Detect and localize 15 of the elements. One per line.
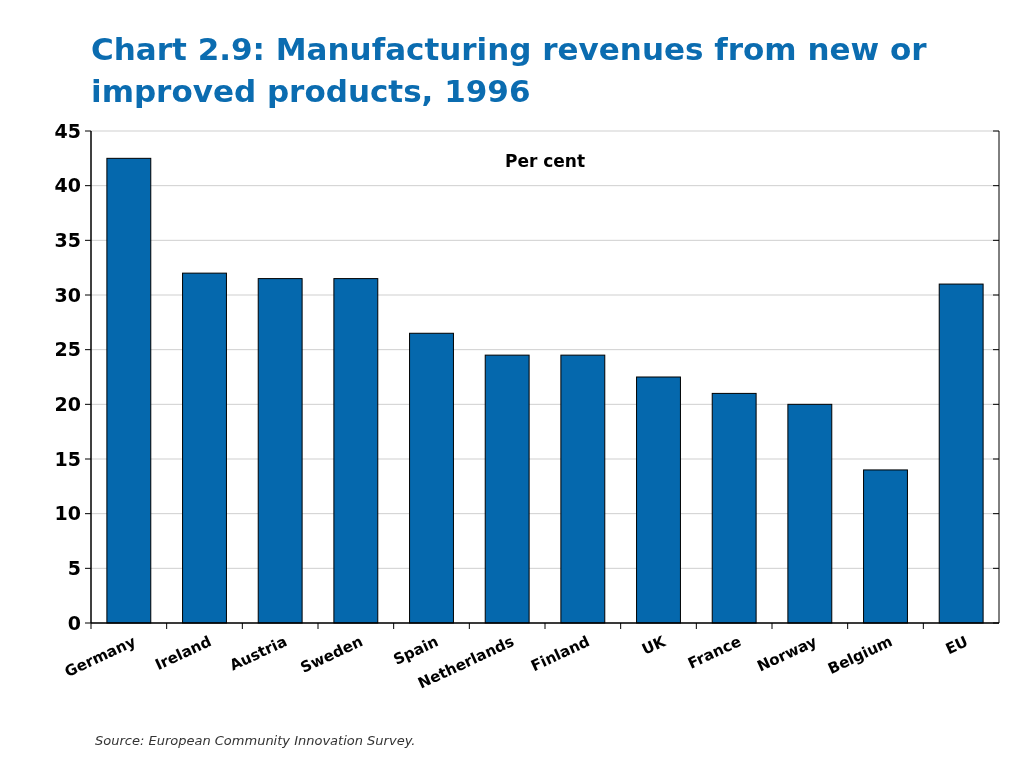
x-tick-label: UK — [639, 631, 670, 659]
y-tick-label: 15 — [54, 447, 81, 470]
chart-title: Chart 2.9: Manufacturing revenues from new or improved products, 1996 — [91, 31, 928, 109]
y-axis-title: Per cent — [504, 151, 586, 171]
y-tick-label: 5 — [67, 556, 81, 579]
y-tick-label: 0 — [67, 611, 81, 634]
y-tick-label: 40 — [54, 174, 81, 197]
y-tick-label: 10 — [54, 502, 81, 525]
y-tick-label: 45 — [54, 119, 81, 142]
y-tick-label: 30 — [54, 283, 81, 306]
x-tick-label: EU — [942, 632, 971, 659]
y-tick-label: 25 — [54, 338, 81, 361]
y-tick-label: 20 — [54, 392, 81, 415]
y-tick-label: 35 — [54, 228, 81, 251]
source-note: Source: European Community Innovation Survey. — [95, 733, 416, 748]
